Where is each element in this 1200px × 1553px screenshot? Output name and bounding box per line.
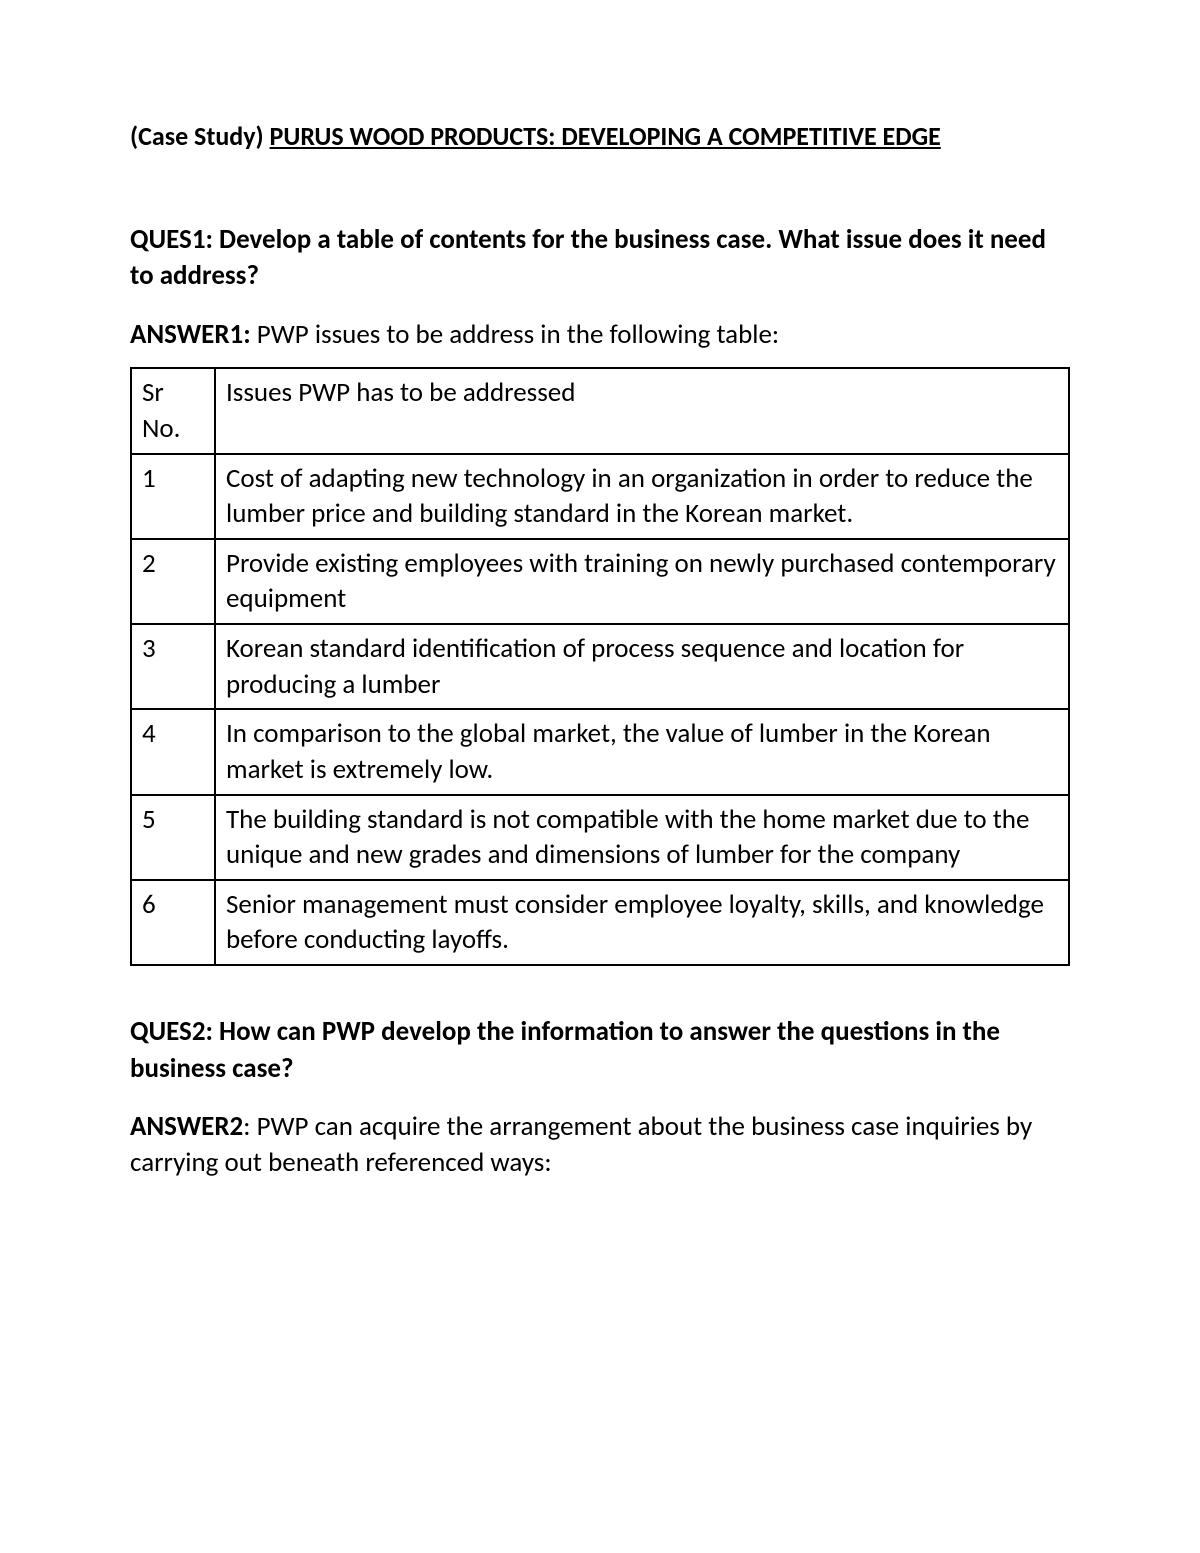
page-title: (Case Study) PURUS WOOD PRODUCTS: DEVELO… [130,120,1070,152]
table-cell-sr: 3 [131,624,215,709]
answer-1-text: PWP issues to be address in the followin… [251,318,779,351]
issues-table: Sr No. Issues PWP has to be addressed 1 … [130,367,1070,966]
table-row: 1 Cost of adapting new technology in an … [131,454,1069,539]
table-cell-issue: Korean standard identification of proces… [215,624,1069,709]
answer-2-text: : PWP can acquire the arrangement about … [130,1110,1032,1179]
answer-1-intro: ANSWER1: PWP issues to be address in the… [130,317,1070,353]
table-header-row: Sr No. Issues PWP has to be addressed [131,368,1069,453]
table-cell-issue: In comparison to the global market, the … [215,709,1069,794]
table-header-sr: Sr No. [131,368,215,453]
table-row: 3 Korean standard identification of proc… [131,624,1069,709]
document-page: (Case Study) PURUS WOOD PRODUCTS: DEVELO… [0,0,1200,1553]
table-row: 5 The building standard is not compatibl… [131,795,1069,880]
table-cell-sr: 4 [131,709,215,794]
title-main: PURUS WOOD PRODUCTS: DEVELOPING A COMPET… [270,120,941,152]
answer-2-label: ANSWER2 [130,1110,243,1143]
table-row: 6 Senior management must consider employ… [131,880,1069,965]
table-cell-sr: 6 [131,880,215,965]
table-row: 4 In comparison to the global market, th… [131,709,1069,794]
table-cell-issue: Senior management must consider employee… [215,880,1069,965]
table-cell-issue: Cost of adapting new technology in an or… [215,454,1069,539]
table-cell-issue: The building standard is not compatible … [215,795,1069,880]
answer-2-intro: ANSWER2: PWP can acquire the arrangement… [130,1109,1070,1182]
question-1: QUES1: Develop a table of contents for t… [130,222,1070,295]
table-cell-sr: 1 [131,454,215,539]
question-2: QUES2: How can PWP develop the informati… [130,1014,1070,1087]
answer-1-label: ANSWER1: [130,318,251,351]
table-cell-sr: 5 [131,795,215,880]
table-header-issue: Issues PWP has to be addressed [215,368,1069,453]
table-row: 2 Provide existing employees with traini… [131,539,1069,624]
title-prefix: (Case Study) [130,120,270,152]
table-cell-issue: Provide existing employees with training… [215,539,1069,624]
table-cell-sr: 2 [131,539,215,624]
